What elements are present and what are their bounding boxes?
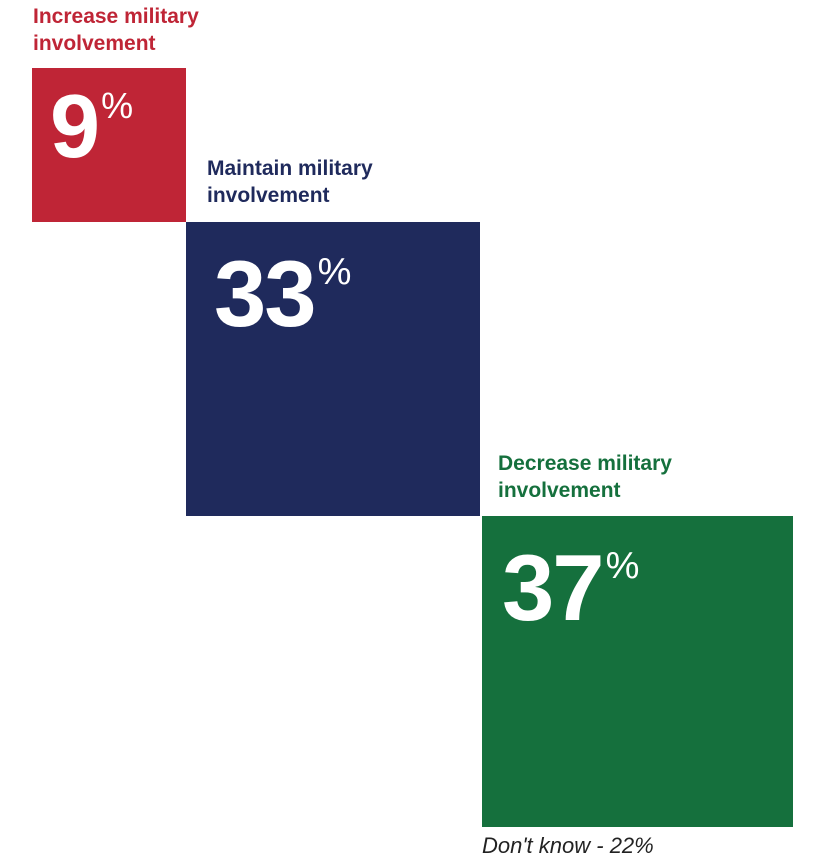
category-label-increase: Increase military involvement <box>33 5 199 55</box>
value-label-decrease: 37% <box>502 541 639 635</box>
percent-sign-maintain: % <box>317 251 352 293</box>
value-label-maintain: 33% <box>214 247 351 341</box>
percent-sign-decrease: % <box>605 545 640 587</box>
square-increase: 9% <box>32 68 186 222</box>
square-maintain: 33% <box>186 222 481 517</box>
square-decrease: 37% <box>482 516 794 828</box>
value-label-increase: 9% <box>50 82 133 172</box>
value-number-increase: 9 <box>50 77 100 177</box>
value-number-maintain: 33 <box>214 241 317 346</box>
category-label-maintain: Maintain military involvement <box>207 157 373 207</box>
value-number-decrease: 37 <box>502 535 605 640</box>
percent-sign-increase: % <box>101 85 134 126</box>
category-label-decrease: Decrease military involvement <box>498 452 672 502</box>
dont-know-note: Don't know - 22% <box>482 833 654 858</box>
